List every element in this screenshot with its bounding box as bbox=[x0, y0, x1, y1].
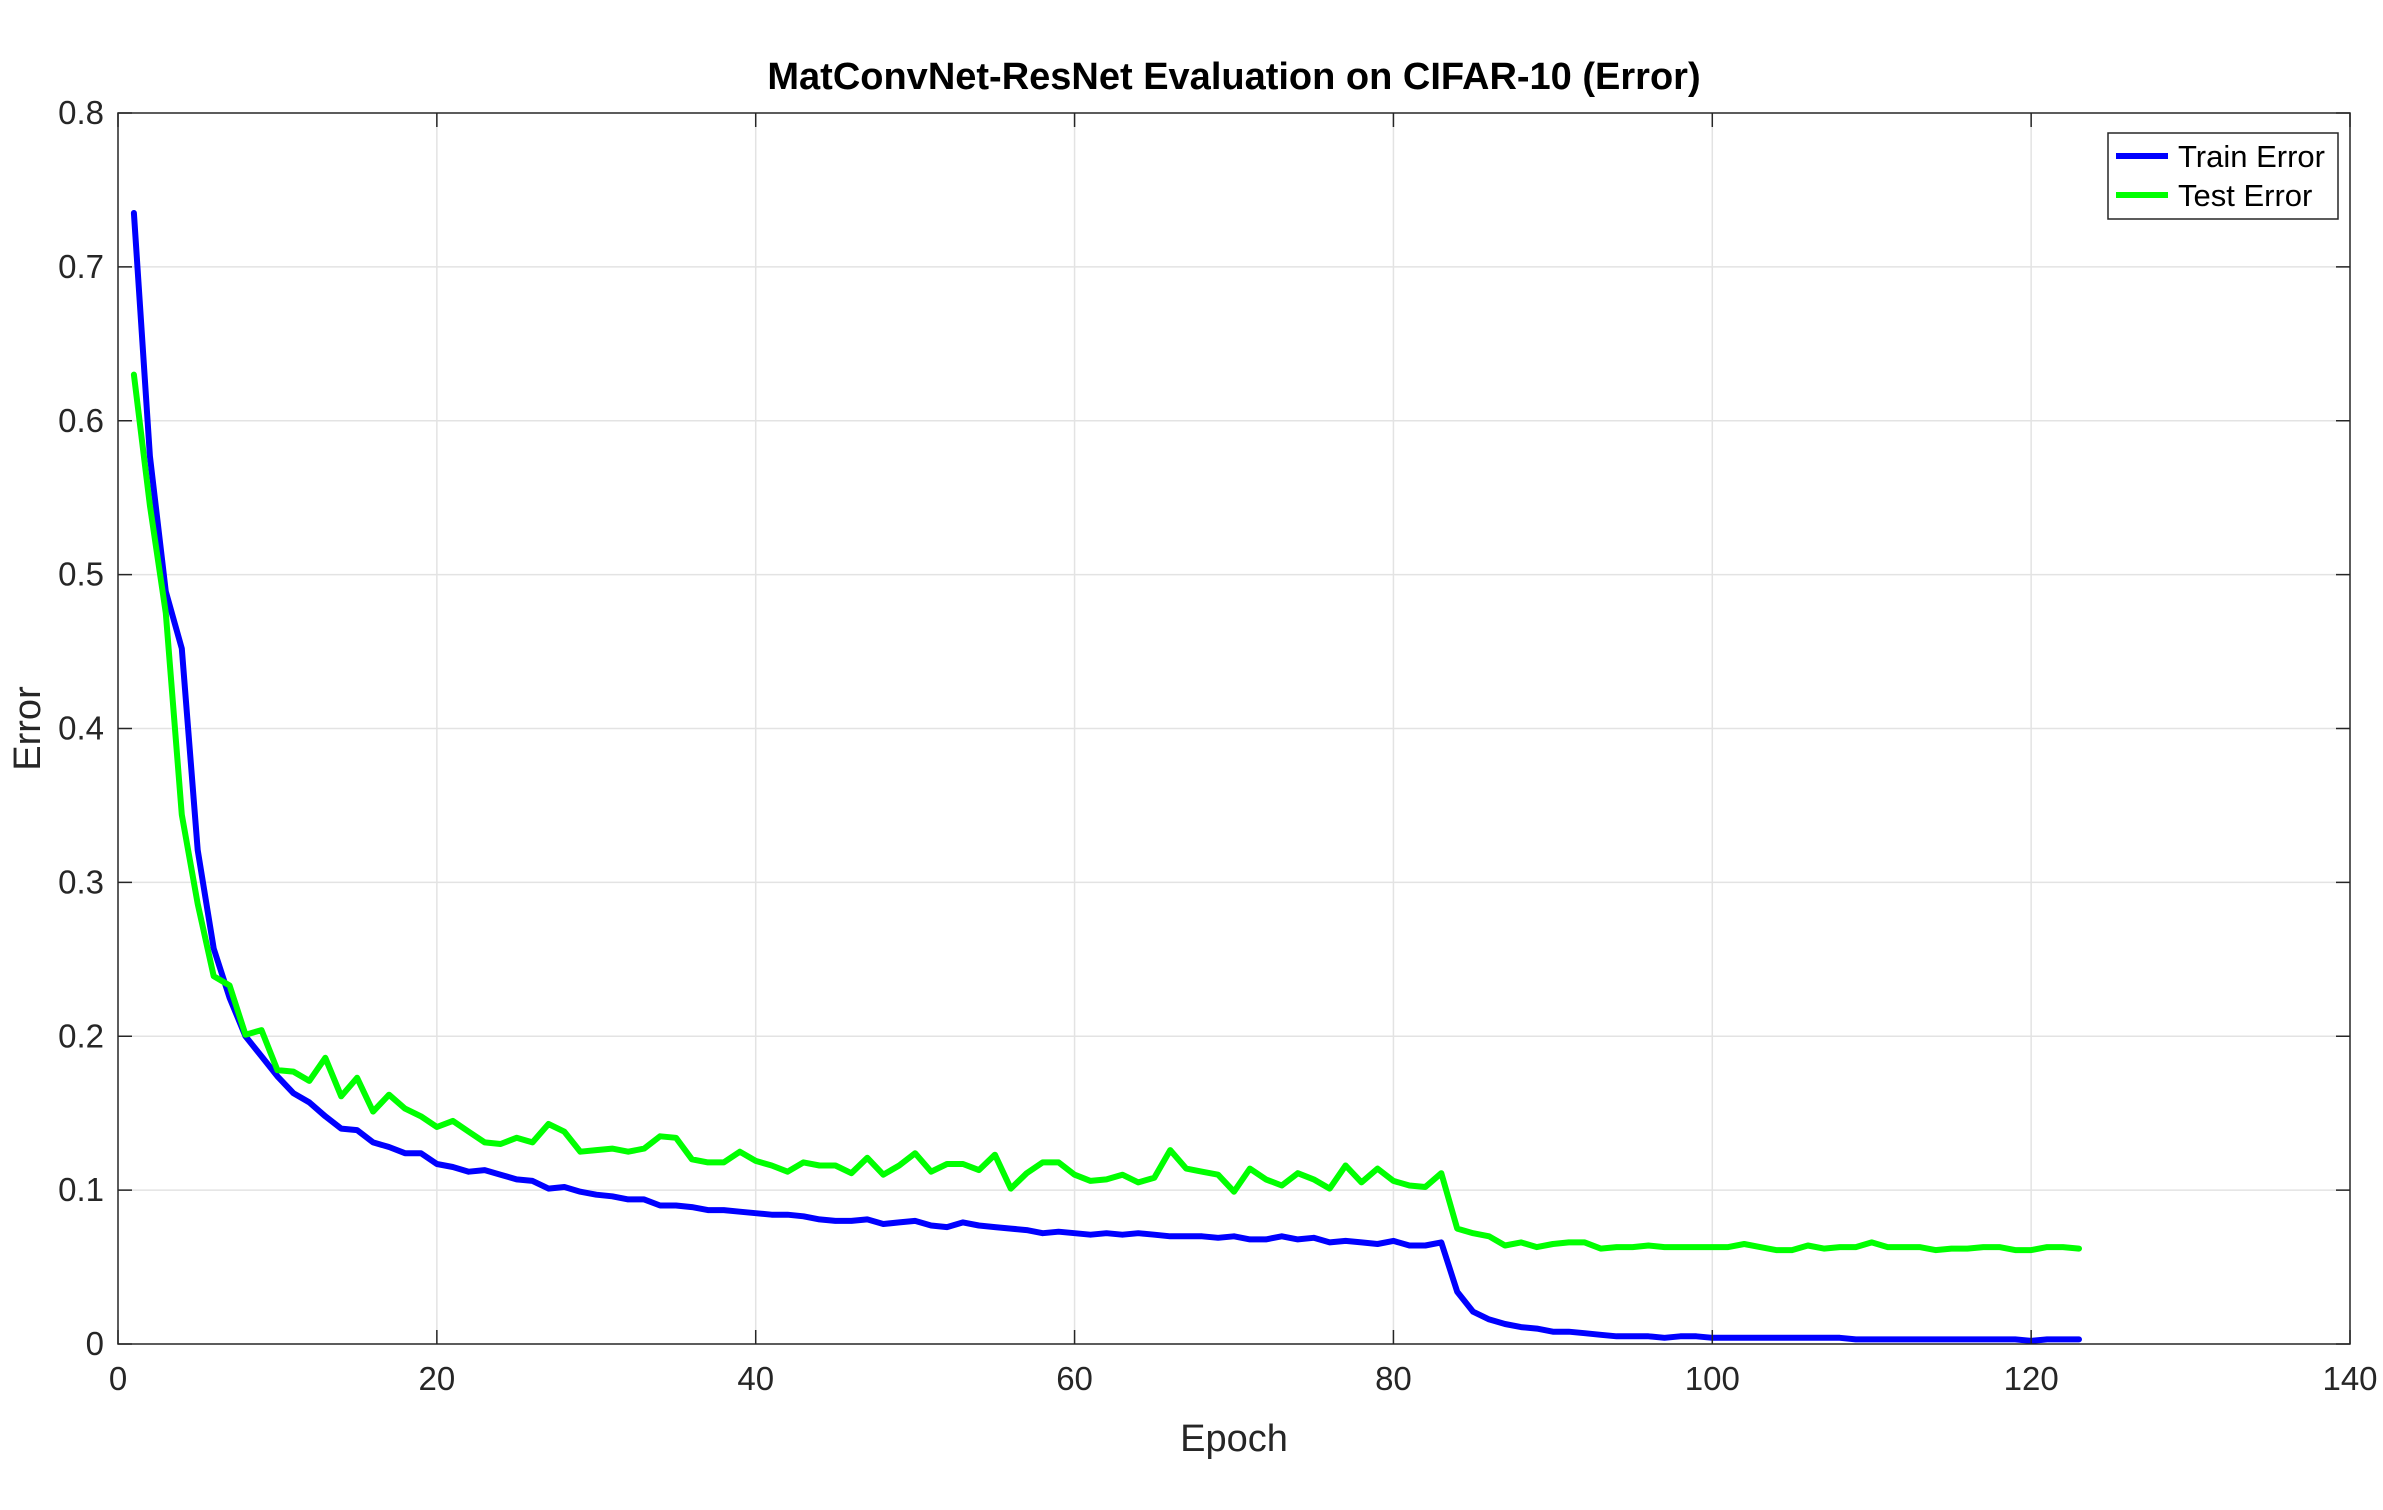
y-tick-label: 0.2 bbox=[58, 1017, 104, 1054]
y-tick-label: 0.6 bbox=[58, 402, 104, 439]
x-tick-label: 100 bbox=[1685, 1360, 1740, 1397]
y-tick-label: 0.5 bbox=[58, 556, 104, 593]
legend: Train Error Test Error bbox=[2107, 132, 2339, 220]
y-tick-label: 0.4 bbox=[58, 710, 104, 747]
x-axis-label: Epoch bbox=[1180, 1418, 1288, 1460]
x-tick-label: 80 bbox=[1375, 1360, 1412, 1397]
y-axis-label: Error bbox=[7, 686, 49, 771]
axis-ticks: 0 20 40 60 80 100 120 140 0 0.1 0.2 0.3 0.4 0.5 0.6 0.7… bbox=[58, 94, 2377, 1397]
series-line-train-error bbox=[130, 210, 2082, 1344]
x-tick-label: 20 bbox=[418, 1360, 455, 1397]
y-tick-label: 0.8 bbox=[58, 94, 104, 131]
x-tick-label: 60 bbox=[1056, 1360, 1093, 1397]
plot-series bbox=[130, 210, 2082, 1344]
x-tick-label: 40 bbox=[737, 1360, 774, 1397]
x-tick-label: 140 bbox=[2322, 1360, 2377, 1397]
y-tick-label: 0.3 bbox=[58, 863, 104, 900]
grid-lines bbox=[118, 113, 2350, 1344]
legend-box bbox=[2107, 132, 2339, 220]
series-line-test-error bbox=[130, 371, 2082, 1254]
y-tick-label: 0.1 bbox=[58, 1171, 104, 1208]
x-tick-label: 0 bbox=[109, 1360, 127, 1397]
chart-title: MatConvNet-ResNet Evaluation on CIFAR-10… bbox=[767, 56, 1700, 98]
legend-entry-label: Test Error bbox=[2178, 178, 2312, 213]
legend-entry-label: Train Error bbox=[2178, 139, 2325, 174]
x-tick-label: 120 bbox=[2004, 1360, 2059, 1397]
y-tick-label: 0 bbox=[86, 1325, 104, 1362]
y-tick-label: 0.7 bbox=[58, 248, 104, 285]
